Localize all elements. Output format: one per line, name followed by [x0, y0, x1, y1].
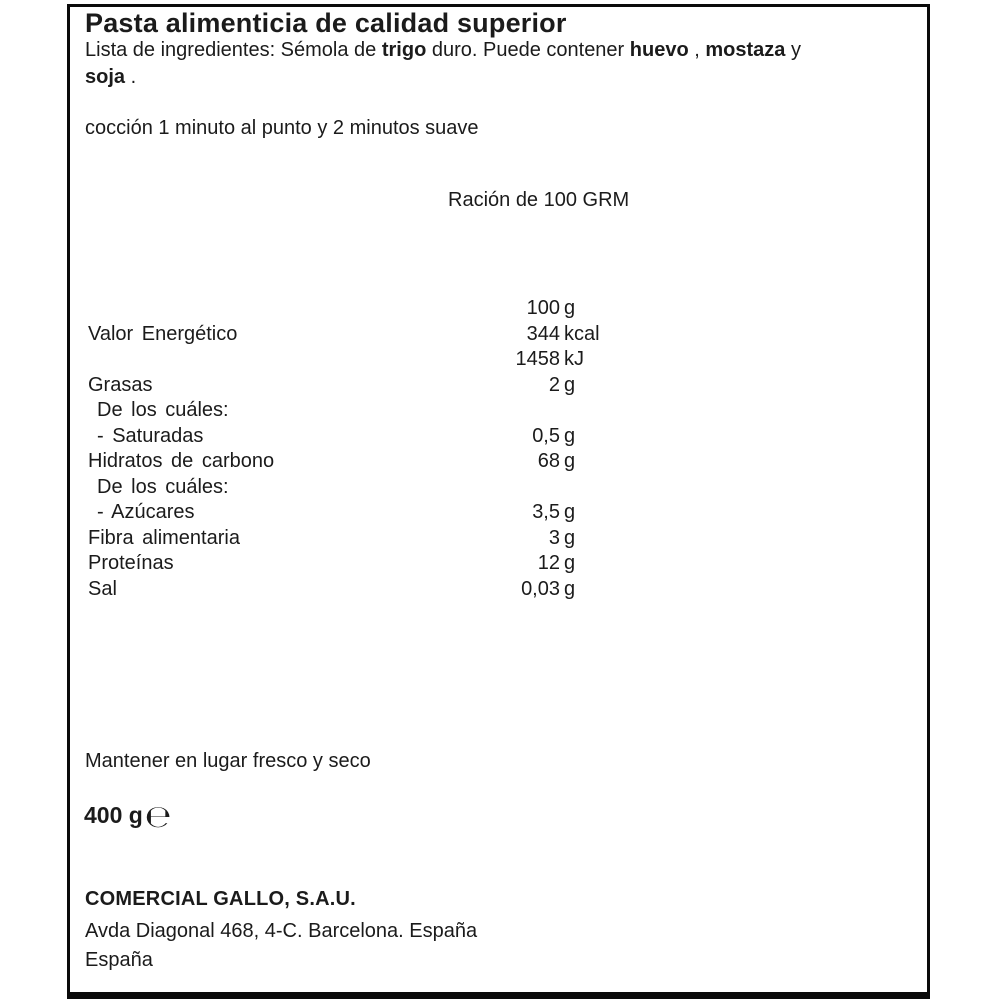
- net-weight-value: 400 g: [84, 802, 143, 828]
- nutrient-value: 344: [526, 322, 560, 345]
- ingredient-text: y: [785, 39, 801, 61]
- manufacturer-address: Avda Diagonal 468, 4-C. Barcelona. Españ…: [85, 920, 478, 942]
- nutrient-label: De los cuáles:: [97, 475, 229, 498]
- ingredients-text: Lista de ingredientes: Sémola de trigo d…: [85, 37, 900, 91]
- ingredient-allergen: huevo: [629, 39, 689, 61]
- ingredient-text: Lista de ingredientes: Sémola de: [85, 39, 382, 61]
- nutrient-unit: g: [564, 501, 576, 523]
- nutrient-label: - Saturadas: [97, 424, 204, 447]
- nutrition-row: Hidratos de carbono 68 g: [70, 449, 927, 475]
- nutrient-unit: g: [564, 577, 576, 600]
- nutrition-row: Grasas 2 g: [70, 373, 927, 399]
- nutrient-label: De los cuáles:: [97, 399, 229, 421]
- nutrition-row: - Azúcares 3,5 g: [70, 500, 927, 526]
- nutrition-row: Valor Energético 344 kcal: [70, 322, 927, 348]
- nutrient-value: 100: [526, 297, 560, 319]
- nutrient-unit: g: [564, 424, 576, 447]
- nutrient-label: Valor Energético: [88, 322, 238, 345]
- country-of-origin: España: [85, 949, 153, 971]
- nutrient-value: 2: [548, 373, 560, 396]
- nutrient-unit: g: [564, 450, 576, 472]
- ingredient-text: .: [125, 66, 137, 88]
- nutrition-row: Proteínas 12 g: [70, 551, 927, 577]
- nutrient-unit: g: [564, 526, 576, 549]
- ingredient-allergen: mostaza: [705, 39, 786, 61]
- nutrient-label: Fibra alimentaria: [88, 526, 240, 549]
- manufacturer-name: COMERCIAL GALLO, S.A.U.: [85, 888, 356, 910]
- nutrition-row: De los cuáles:: [70, 475, 927, 501]
- nutrient-label: Sal: [88, 577, 117, 600]
- nutrient-unit: kcal: [564, 322, 600, 345]
- nutrient-label: Proteínas: [88, 552, 174, 574]
- nutrition-row: 100 g: [70, 296, 927, 322]
- ingredient-allergen: soja: [85, 66, 126, 88]
- nutrient-value: 3: [548, 526, 560, 549]
- nutrition-table: 100 g Valor Energético 344 kcal 1458 kJ Grasas 2…: [70, 296, 927, 602]
- storage-instructions: Mantener en lugar fresco y seco: [85, 750, 371, 772]
- nutrient-value: 12: [537, 552, 560, 574]
- net-weight: 400 g℮: [84, 802, 171, 833]
- nutrient-unit: g: [564, 552, 576, 574]
- product-label-box: Pasta alimenticia de calidad superior Li…: [67, 4, 930, 999]
- nutrition-row: - Saturadas 0,5 g: [70, 424, 927, 450]
- nutrition-row: Sal 0,03 g: [70, 577, 927, 603]
- cooking-instructions: cocción 1 minuto al punto y 2 minutos su…: [85, 117, 479, 139]
- ingredient-allergen: trigo: [381, 39, 427, 61]
- nutrition-row: De los cuáles:: [70, 398, 927, 424]
- nutrient-value: 0,5: [532, 424, 560, 447]
- product-title: Pasta alimenticia de calidad superior: [85, 8, 567, 38]
- nutrient-unit: g: [564, 373, 576, 396]
- nutrition-row: Fibra alimentaria 3 g: [70, 526, 927, 552]
- nutrition-row: 1458 kJ: [70, 347, 927, 373]
- nutrient-unit: g: [564, 297, 576, 319]
- nutrient-label: - Azúcares: [97, 501, 195, 523]
- ingredient-text: ,: [688, 39, 706, 61]
- serving-heading: Ración de 100 GRM: [448, 189, 630, 211]
- estimated-sign-icon: ℮: [144, 799, 172, 835]
- nutrient-label: Grasas: [88, 373, 153, 396]
- nutrient-value: 0,03: [521, 577, 560, 600]
- nutrient-value: 68: [537, 450, 560, 472]
- nutrient-label: Hidratos de carbono: [88, 450, 275, 472]
- nutrient-value: 1458: [515, 348, 561, 370]
- ingredient-text: duro. Puede contener: [426, 39, 630, 61]
- nutrient-unit: kJ: [564, 348, 584, 370]
- nutrient-value: 3,5: [532, 501, 560, 523]
